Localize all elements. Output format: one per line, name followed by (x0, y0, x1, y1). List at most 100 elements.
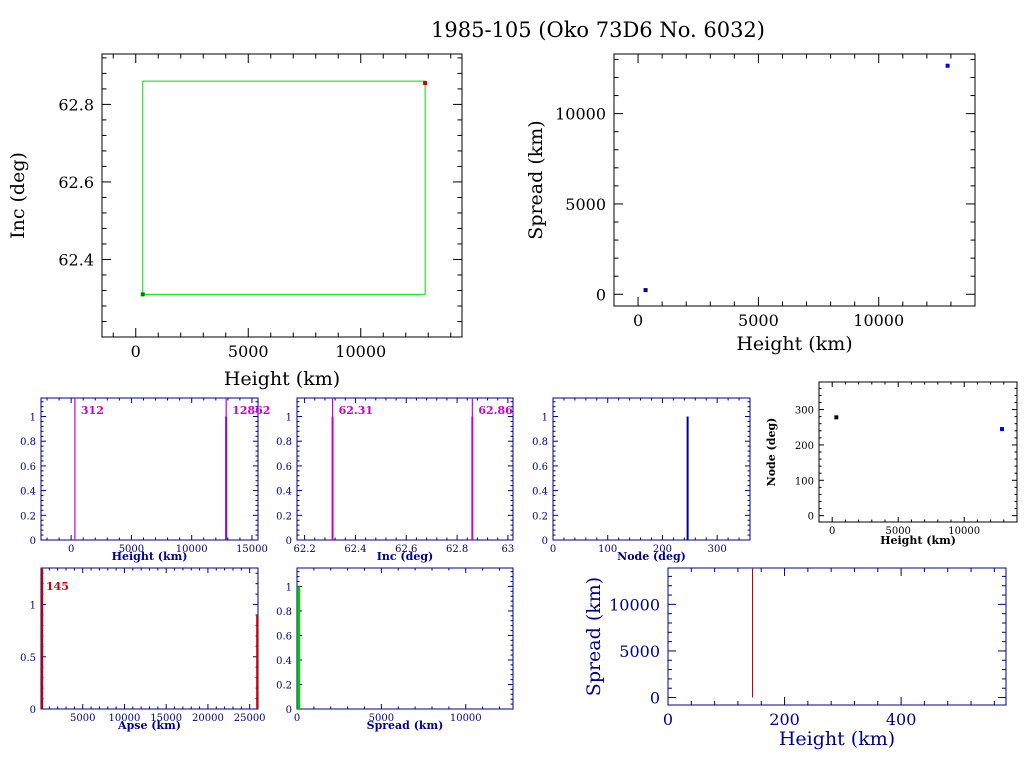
data-point (945, 63, 950, 68)
plot-frame (613, 53, 976, 307)
plot-frame (296, 567, 514, 710)
y-axis-label: Spread (km) (583, 577, 605, 696)
marker-label: 62.31 (339, 404, 373, 417)
y-tick-label: 1 (30, 413, 36, 424)
x-tick-label: 5000 (885, 526, 910, 537)
histogram-bar (297, 586, 301, 709)
x-tick-label: 25000 (234, 713, 266, 724)
marker-label: 145 (46, 580, 69, 593)
x-axis-label: Height (km) (880, 534, 956, 547)
x-axis-label: Height (km) (736, 333, 852, 355)
x-tick-label: 62.8 (446, 544, 468, 555)
y-tick-label: 0.6 (276, 462, 292, 473)
x-tick-label: 200 (653, 544, 672, 555)
y-tick-label: 0 (542, 536, 548, 547)
y-tick-label: 0.8 (276, 437, 292, 448)
y-tick-label: 0.2 (20, 511, 36, 522)
x-tick-label: 20000 (192, 713, 224, 724)
y-tick-label: 5000 (565, 195, 606, 214)
plot-frame (667, 567, 1007, 706)
x-tick-label: 62.4 (344, 544, 366, 555)
x-tick-label: 63 (502, 544, 515, 555)
x-tick-label: 10000 (450, 713, 482, 724)
y-tick-label: 0.6 (20, 462, 36, 473)
figure-title: 1985-105 (Oko 73D6 No. 6032) (431, 18, 765, 42)
marker-label: 62.86 (478, 404, 513, 417)
y-tick-label: 10000 (555, 105, 606, 124)
plot-frame (818, 381, 1018, 523)
chart-hist_inc: 62.2 62.4 62.6 62.8 63 0 0.2 0.4 0.6 0.8 1 Inc (deg… (276, 397, 515, 563)
y-tick-label: 100 (795, 476, 814, 487)
x-axis-label: Apse (km) (117, 719, 181, 732)
x-tick-label: 5000 (70, 713, 95, 724)
y-tick-label: 1 (286, 413, 292, 424)
y-tick-label: 0 (650, 689, 660, 708)
y-tick-label: 0.4 (276, 656, 292, 667)
plot-frame (552, 397, 751, 541)
y-axis-label: Node (deg) (765, 418, 778, 487)
x-tick-label: 10000 (109, 713, 141, 724)
x-tick-label: 62.6 (395, 544, 417, 555)
y-tick-label: 0 (30, 705, 36, 716)
plot-frame (101, 53, 463, 338)
chart-node_vs_height: 0 5000 10000 0 100 200 300 Height (km) Node (deg… (765, 381, 1018, 547)
x-tick-label: 10000 (948, 526, 980, 537)
x-axis-label: Height (km) (779, 728, 895, 750)
y-tick-label: 300 (795, 406, 814, 417)
chart-hist_node: 0 100 200 300 0 0.2 0.4 0.6 0.8 1 Node (deg) (532, 397, 751, 563)
x-tick-label: 15000 (150, 713, 182, 724)
plot-frame (40, 397, 259, 541)
y-tick-label: 0.2 (532, 511, 548, 522)
data-point (999, 427, 1004, 432)
y-tick-label: 0.6 (532, 462, 548, 473)
x-tick-label: 10000 (853, 311, 904, 330)
x-tick-label: 10000 (335, 342, 386, 361)
marker-label: 312 (81, 404, 104, 417)
x-tick-label: 100 (598, 544, 617, 555)
y-tick-label: 0.8 (532, 437, 548, 448)
data-point (423, 81, 428, 86)
y-tick-label: 0.4 (20, 487, 36, 498)
data-point (140, 292, 145, 297)
y-tick-label: 0.5 (20, 653, 36, 664)
y-tick-label: 62.8 (58, 95, 94, 114)
y-tick-label: 0.2 (276, 511, 292, 522)
chart-spread_vs_height_2: 0 200 400 0 5000 10000 Height (km) Spread (km) (583, 567, 1007, 750)
y-tick-label: 62.4 (58, 250, 94, 269)
histogram-bar (256, 615, 259, 709)
y-tick-label: 0 (286, 705, 292, 716)
x-tick-label: 400 (886, 710, 917, 729)
x-axis-label: Height (km) (224, 368, 340, 390)
y-tick-label: 62.6 (58, 173, 94, 192)
y-tick-label: 0.4 (276, 487, 292, 498)
x-axis-label: Height (km) (112, 550, 188, 563)
data-point (643, 288, 648, 293)
x-tick-label: 0 (131, 342, 141, 361)
y-tick-label: 1 (286, 582, 292, 593)
y-axis-label: Spread (km) (525, 120, 547, 239)
y-tick-label: 0 (30, 536, 36, 547)
x-tick-label: 10000 (176, 544, 208, 555)
x-tick-label: 15000 (236, 544, 268, 555)
plot-frame (296, 397, 514, 541)
y-tick-label: 1 (30, 601, 36, 612)
y-tick-label: 0.8 (276, 607, 292, 618)
y-tick-label: 10000 (609, 595, 660, 614)
x-axis-label: Node (deg) (617, 550, 686, 563)
x-axis-label: Spread (km) (367, 719, 444, 732)
y-tick-label: 5000 (619, 642, 660, 661)
plot-frame (40, 567, 259, 710)
x-tick-label: 5000 (369, 713, 394, 724)
histogram-bar (41, 568, 44, 709)
x-axis-label: Inc (deg) (377, 550, 433, 563)
chart-inc_vs_height: 0 5000 10000 62.4 62.6 62.8 Height (km) Inc (de… (7, 53, 463, 390)
y-tick-label: 0.4 (532, 487, 548, 498)
y-tick-label: 1 (542, 413, 548, 424)
x-tick-label: 0 (633, 311, 643, 330)
y-tick-label: 0 (286, 536, 292, 547)
y-tick-label: 0.2 (276, 680, 292, 691)
x-tick-label: 62.2 (293, 544, 315, 555)
data-point (834, 415, 839, 420)
